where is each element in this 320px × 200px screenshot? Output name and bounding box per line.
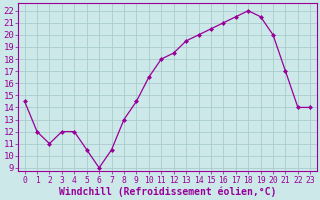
X-axis label: Windchill (Refroidissement éolien,°C): Windchill (Refroidissement éolien,°C) <box>59 186 276 197</box>
